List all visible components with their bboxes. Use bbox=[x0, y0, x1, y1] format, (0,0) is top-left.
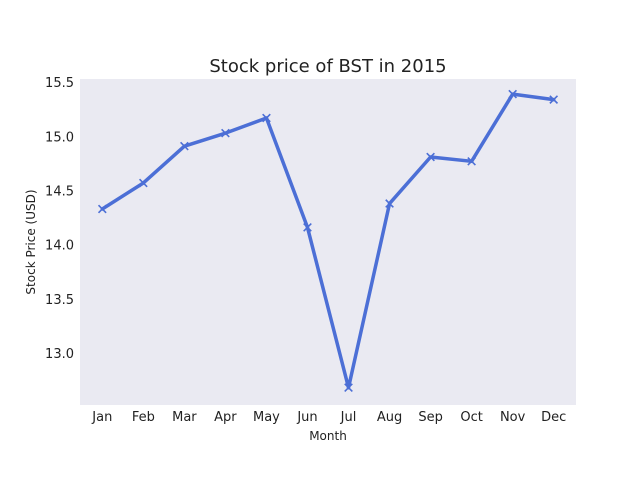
data-point-marker bbox=[97, 204, 107, 214]
x-tick-label: May bbox=[253, 410, 280, 425]
x-tick-label: Mar bbox=[172, 410, 197, 425]
x-axis-label: Month bbox=[309, 429, 347, 443]
plot-area bbox=[80, 79, 576, 405]
x-tick-label: Dec bbox=[541, 410, 566, 425]
x-tick-label: Oct bbox=[460, 410, 482, 425]
data-point-marker bbox=[180, 141, 189, 151]
series-line bbox=[100, 92, 556, 390]
data-point-marker bbox=[426, 152, 435, 162]
x-tick-label: Nov bbox=[500, 410, 526, 425]
y-axis-label: Stock Price (USD) bbox=[24, 189, 38, 294]
x-tick-label: Jan bbox=[91, 410, 112, 425]
y-tick-label: 13.5 bbox=[45, 293, 74, 308]
x-tick-label: Jul bbox=[340, 410, 357, 425]
data-point-marker bbox=[549, 95, 559, 104]
data-point-marker bbox=[221, 128, 230, 138]
x-tick-label: Feb bbox=[132, 410, 155, 425]
y-tick-labels: 13.0 13.5 14.0 14.5 15.0 15.5 bbox=[45, 76, 74, 362]
data-point-marker bbox=[467, 156, 476, 166]
y-tick-label: 15.5 bbox=[45, 76, 74, 91]
data-point-marker bbox=[508, 89, 518, 99]
y-tick-label: 14.5 bbox=[45, 185, 74, 200]
data-point-marker bbox=[138, 178, 148, 188]
chart-title: Stock price of BST in 2015 bbox=[209, 56, 446, 77]
y-tick-label: 14.0 bbox=[45, 239, 74, 254]
x-tick-label: Apr bbox=[214, 410, 237, 425]
data-point-marker bbox=[303, 223, 312, 232]
y-tick-label: 15.0 bbox=[45, 130, 74, 145]
data-point-marker bbox=[262, 113, 271, 123]
series-layer bbox=[97, 89, 559, 393]
x-tick-label: Sep bbox=[418, 410, 443, 425]
x-tick-labels: Jan Feb Mar Apr May Jun Jul Aug Sep Oct Nov Dec bbox=[91, 410, 566, 425]
x-tick-label: Aug bbox=[377, 410, 402, 425]
x-tick-label: Jun bbox=[296, 410, 317, 425]
data-point-marker bbox=[385, 199, 394, 208]
data-point-marker bbox=[344, 383, 353, 393]
y-tick-label: 13.0 bbox=[45, 347, 74, 362]
